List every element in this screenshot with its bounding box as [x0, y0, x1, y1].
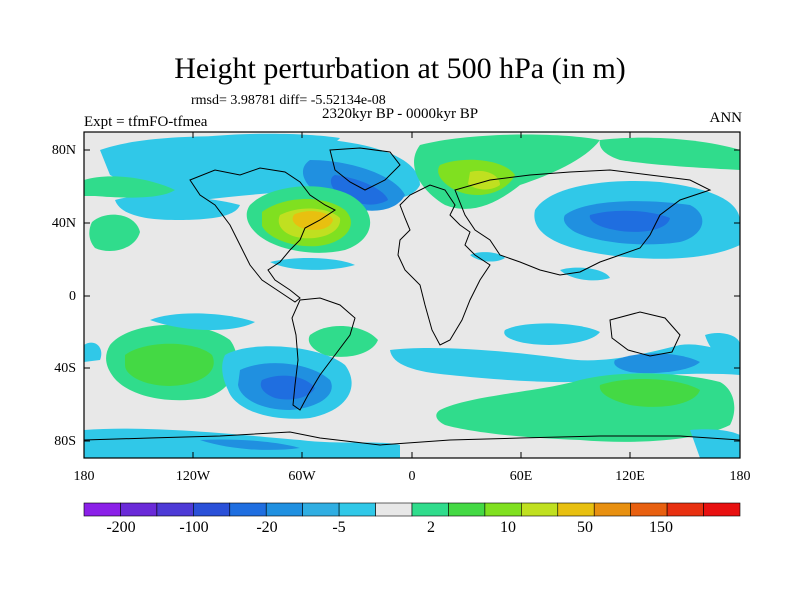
colorbar-label: 50	[577, 519, 593, 536]
east-pacific-blue	[705, 333, 740, 370]
y-tick-label: 0	[69, 289, 76, 304]
colorbar-box	[703, 502, 741, 517]
x-tick-label: 120E	[615, 469, 645, 484]
y-ticks	[84, 149, 740, 442]
x-ticks	[83, 132, 741, 458]
south-pacific-positive-lime	[125, 343, 214, 386]
y-tick-label: 80N	[51, 143, 76, 158]
y-tick-label: 40S	[54, 361, 76, 376]
map-field	[84, 132, 740, 458]
y-tick-label: 40N	[51, 216, 76, 231]
europe-africa-coast	[397, 184, 491, 346]
colorbar-box	[411, 502, 449, 517]
siberia-green-band	[599, 137, 740, 170]
north-pacific-blue-patch	[115, 195, 240, 220]
colorbar-box	[484, 502, 522, 517]
experiment-label: Expt = tfmFO-tfmea	[84, 114, 208, 130]
australia-south-blue	[614, 353, 700, 374]
x-tick-label: 60W	[288, 469, 316, 484]
colorbar-box	[557, 502, 595, 517]
colorbar-label: 2	[427, 519, 435, 536]
north-pacific-west-green	[89, 214, 140, 252]
x-tick-label: 120W	[175, 469, 211, 484]
colorbar-label: -200	[106, 519, 136, 536]
north-america-coast	[189, 167, 336, 303]
pacific-green-band	[84, 176, 175, 198]
colorbar-label: 150	[649, 519, 673, 536]
y-tick-label: 80S	[54, 434, 76, 449]
colorbar-box	[338, 502, 376, 517]
antarctica-coast	[84, 431, 740, 446]
south-atlantic-green	[308, 325, 378, 357]
season-label: ANN	[709, 110, 743, 126]
australia-coast	[609, 311, 681, 357]
greenland-coast	[329, 147, 401, 191]
colorbar-box	[521, 502, 559, 517]
indian-ocean-negative-light	[504, 323, 600, 345]
colorbar-box	[265, 502, 303, 517]
indian-ocean-blue-patch	[560, 267, 610, 281]
africa-blue-patch	[470, 252, 505, 262]
colorbar-box	[193, 502, 231, 517]
x-tick-label: 0	[408, 469, 416, 484]
colorbar-box	[229, 502, 267, 517]
west-pacific-blue-patch	[84, 342, 102, 362]
south-america-negative-core	[260, 375, 315, 400]
pacific-arctic-blue	[180, 133, 340, 158]
colorbar-box	[375, 502, 413, 517]
x-tick-label: 180	[729, 469, 751, 484]
colorbar-box	[156, 502, 194, 517]
colorbar-label: -20	[256, 519, 278, 536]
colorbar-box	[302, 502, 340, 517]
x-tick-label: 180	[73, 469, 95, 484]
antarctic-light-blue-east	[690, 429, 740, 458]
colorbar-label: -5	[332, 519, 346, 536]
eurasia-positive-core	[468, 170, 500, 190]
x-tick-label: 60E	[509, 469, 533, 484]
south-america-coast	[291, 297, 356, 411]
colorbar-label: -100	[179, 519, 209, 536]
colorbar	[83, 502, 741, 517]
north-atlantic-positive-peak	[292, 211, 333, 230]
colorbar-box	[448, 502, 486, 517]
coastlines	[84, 147, 740, 446]
colorbar-label: 10	[500, 519, 516, 536]
colorbar-box	[666, 502, 704, 517]
colorbar-box	[630, 502, 668, 517]
plot-title: Height perturbation at 500 hPa (in m)	[174, 52, 626, 85]
southern-ocean-positive-lime	[599, 378, 700, 407]
antarctic-dark-blue	[200, 439, 300, 450]
colorbar-box	[83, 502, 121, 517]
south-pacific-blue-ring	[150, 313, 255, 331]
colorbar-box	[593, 502, 631, 517]
colorbar-box	[120, 502, 158, 517]
tropical-pacific-blue-patch	[270, 258, 355, 270]
stats-line: rmsd= 3.98781 diff= -5.52134e-08	[191, 93, 386, 108]
north-pacific-negative-core	[589, 210, 670, 232]
time-period-subtitle: 2320kyr BP - 0000kyr BP	[322, 106, 479, 122]
asia-coast	[454, 169, 712, 276]
